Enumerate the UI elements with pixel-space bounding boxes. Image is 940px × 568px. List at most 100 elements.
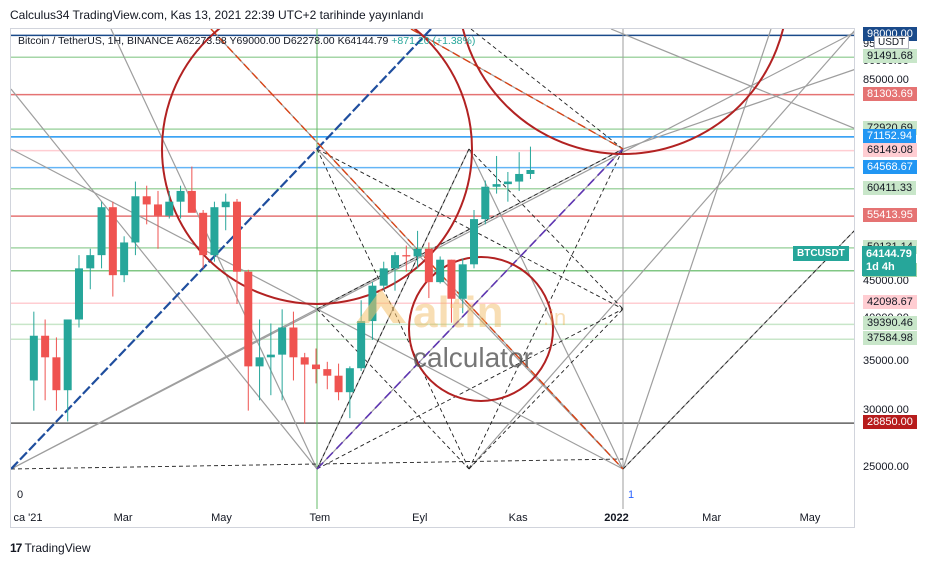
- candle-body: [199, 212, 208, 256]
- candle-body: [153, 204, 162, 216]
- red-fan-line: [410, 29, 624, 150]
- candle-body: [345, 368, 354, 393]
- symbol-info: Bitcoin / TetherUS, 1H, BINANCE A62273.5…: [18, 35, 475, 47]
- candle-body: [312, 364, 321, 370]
- candle-body: [255, 357, 264, 367]
- candle-body: [142, 196, 151, 205]
- candle-body: [458, 264, 467, 299]
- currency-badge[interactable]: USDT: [874, 36, 910, 49]
- candle-body: [300, 357, 309, 365]
- gann-fan-line: [11, 88, 318, 470]
- chart-plot[interactable]: [11, 29, 855, 509]
- level-label: 81303.69: [863, 86, 917, 101]
- watermark-logo-icon: altin .in calculator: [356, 288, 566, 373]
- chart-frame[interactable]: altin .in calculator 0 1: [10, 28, 855, 528]
- dashed-fan-line: [316, 308, 470, 470]
- watermark-brand: altin: [413, 288, 503, 337]
- price-tick: 35000.00: [863, 354, 909, 367]
- btc-price-tag: 64144.79 1d 4h: [862, 246, 916, 276]
- candle-body: [97, 207, 106, 256]
- candle-body: [232, 201, 241, 272]
- level-label: 64568.67: [863, 159, 917, 174]
- candle-body: [424, 248, 433, 283]
- symbol-name: Bitcoin / TetherUS, 1H, BINANCE: [18, 35, 174, 47]
- watermark-suffix: .in: [543, 305, 566, 330]
- time-tick: ca '21: [13, 512, 43, 524]
- footer-brand: TradingView: [24, 541, 91, 555]
- candle-body: [120, 242, 129, 276]
- candle-body: [221, 201, 230, 208]
- blue-fan-line: [316, 29, 432, 150]
- candle-body: [41, 335, 50, 358]
- gann-fan-line: [622, 29, 772, 470]
- dashed-fan-line: [468, 148, 624, 470]
- candle-body: [526, 169, 535, 174]
- candle-body: [503, 181, 512, 185]
- dashed-fan-line: [316, 148, 624, 310]
- level-label: 71152.94: [863, 128, 917, 143]
- publish-header: Calculus34 TradingView.com, Kas 13, 2021…: [10, 8, 424, 22]
- gann-circle: [408, 256, 554, 402]
- blue-fan-line: [11, 148, 318, 470]
- candle-body: [244, 271, 253, 367]
- candle-body: [52, 357, 61, 391]
- time-axis[interactable]: ca '21 Mar May Tem Eyl Kas 2022 Mar May: [10, 508, 855, 528]
- gann-circle: [461, 29, 785, 155]
- level-label: 55413.95: [863, 208, 917, 223]
- time-tick: Mar: [702, 512, 722, 524]
- time-tick: Tem: [309, 512, 331, 524]
- candle-body: [29, 335, 38, 381]
- price-tick: 85000.00: [863, 73, 909, 86]
- level-label: 39390.46: [863, 316, 917, 331]
- level-label: 91491.68: [863, 49, 917, 64]
- candle-body: [323, 369, 332, 376]
- open-value: A62273.58: [175, 35, 227, 47]
- level-label: 68149.08: [863, 142, 917, 157]
- candle-body: [357, 321, 366, 369]
- candle-body: [436, 259, 445, 283]
- dashed-fan-line: [316, 148, 624, 310]
- level-label: 28850.00: [863, 415, 917, 430]
- dashed-fan-line: [316, 308, 624, 470]
- candle-body: [210, 207, 219, 256]
- level-label: 42098.67: [863, 295, 917, 310]
- candle-body: [86, 255, 95, 269]
- candle-body: [289, 327, 298, 358]
- time-tick: Mar: [113, 512, 133, 524]
- time-tick: May: [211, 512, 232, 524]
- candle-body: [447, 259, 456, 299]
- change-value: +871.20 (+1.38%): [391, 35, 476, 47]
- tradingview-footer: 17 TradingView: [10, 541, 91, 555]
- dashed-fan-line: [470, 29, 624, 150]
- candle-body: [515, 173, 524, 182]
- candle-body: [74, 268, 83, 320]
- gann-fan-line: [610, 29, 854, 129]
- gann-fan-line: [622, 69, 854, 150]
- candle-body: [402, 255, 411, 257]
- right-marker: 1: [628, 489, 635, 501]
- btc-price-value: 64144.79: [866, 248, 912, 260]
- time-tick: Eyl: [412, 512, 428, 524]
- candle-body: [187, 190, 196, 213]
- time-tick: May: [799, 512, 821, 524]
- candle-body: [266, 354, 275, 358]
- price-tick: 25000.00: [863, 461, 909, 474]
- low-value: D62278.00: [283, 35, 335, 47]
- btc-countdown: 1d 4h: [866, 261, 895, 273]
- btc-symbol-tag: BTCUSDT: [793, 246, 849, 261]
- candle-body: [334, 375, 343, 393]
- price-tick: 30000.00: [863, 403, 909, 416]
- left-marker: 0: [17, 489, 24, 501]
- candle-body: [413, 248, 422, 257]
- time-tick: Kas: [508, 512, 528, 524]
- candle-body: [492, 184, 501, 187]
- gann-fan-line: [622, 230, 854, 470]
- price-tick: 45000.00: [863, 275, 909, 288]
- purple-fan-line: [316, 148, 624, 470]
- candle-body: [108, 207, 117, 276]
- gann-circle: [161, 29, 473, 305]
- watermark-word: calculator: [413, 342, 533, 373]
- candle-body: [176, 190, 185, 202]
- level-label: 37584.98: [863, 331, 917, 346]
- candle-body: [379, 268, 388, 286]
